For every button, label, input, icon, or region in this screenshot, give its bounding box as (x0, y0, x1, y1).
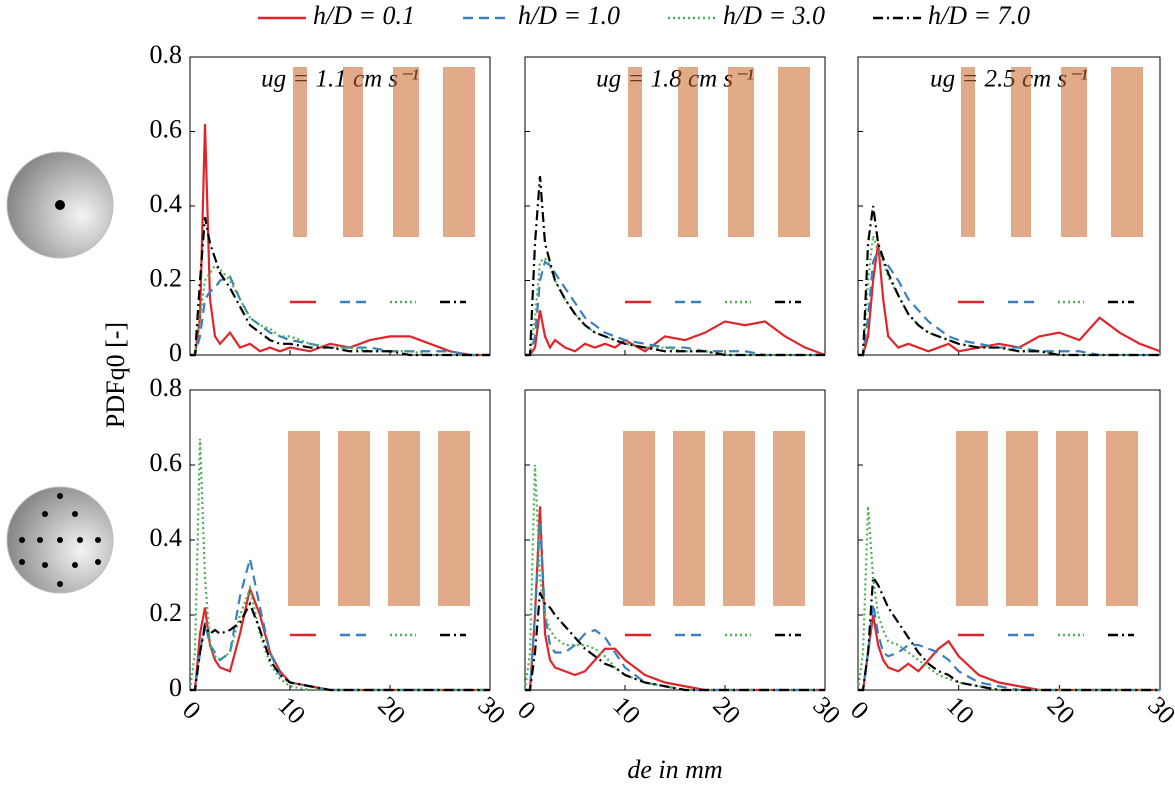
legend-label: h/D = 0.1 (313, 1, 415, 30)
inset-image (393, 67, 419, 237)
y-tick-label: 0.2 (150, 598, 183, 627)
panel-title: ug = 1.8 cm s⁻¹ (596, 66, 754, 93)
legend-label: h/D = 7.0 (928, 1, 1030, 30)
y-tick-label: 0.6 (150, 114, 183, 143)
series-line (190, 601, 490, 692)
x-tick-label: 30 (1142, 691, 1175, 730)
x-tick-label: 30 (472, 691, 511, 730)
series-line (858, 574, 1160, 692)
inset-image (723, 431, 755, 606)
series-line (188, 438, 490, 692)
inset-image (343, 67, 363, 237)
series-line (858, 235, 1160, 357)
y-tick-label: 0.4 (150, 189, 183, 218)
y-tick-label: 0 (169, 338, 182, 367)
series-line (190, 216, 490, 357)
x-tick-label: 10 (272, 691, 311, 730)
series-line (525, 592, 825, 692)
series-line (525, 176, 825, 357)
inset-image (956, 431, 988, 606)
series-line (858, 243, 1161, 357)
inset-image (1011, 67, 1031, 237)
series-line (858, 205, 1160, 357)
inset-image (1061, 67, 1087, 237)
inset-image (773, 431, 805, 606)
inset-image (288, 431, 320, 606)
inset-image (443, 67, 475, 237)
inset-image (678, 67, 698, 237)
inset-image (673, 431, 705, 606)
inset-image (338, 431, 370, 606)
series-line (858, 614, 1160, 692)
series-line (190, 124, 490, 357)
inset-image (388, 431, 420, 606)
inset-image (961, 67, 975, 237)
series-line (858, 248, 1160, 357)
y-tick-label: 0.6 (150, 448, 183, 477)
inset-image (293, 67, 307, 237)
x-tick-label: 10 (607, 691, 646, 730)
inset-image (728, 67, 754, 237)
inset-image (778, 67, 810, 237)
legend-label: h/D = 1.0 (518, 1, 620, 30)
series-line (525, 310, 826, 357)
x-tick-label: 20 (1042, 691, 1081, 730)
series-line (525, 260, 825, 357)
series-line (858, 603, 1160, 692)
inset-image (1056, 431, 1088, 606)
nozzle-single (6, 151, 114, 259)
inset-image (1106, 431, 1138, 606)
y-tick-label: 0.2 (150, 263, 183, 292)
inset-image (623, 431, 655, 606)
inset-image (628, 67, 642, 237)
y-axis-label: PDFq0 [-] (101, 322, 130, 428)
x-tick-label: 0 (512, 695, 542, 725)
inset-image (1006, 431, 1038, 606)
series-line (190, 275, 490, 357)
legend-label: h/D = 3.0 (723, 1, 825, 30)
series-line (190, 264, 490, 357)
y-tick-label: 0.8 (150, 40, 183, 69)
y-tick-label: 0 (169, 673, 182, 702)
y-tick-label: 0.8 (150, 373, 183, 402)
x-tick-label: 20 (372, 691, 411, 730)
x-tick-label: 30 (807, 691, 846, 730)
panel-title: ug = 1.1 cm s⁻¹ (261, 66, 419, 93)
nozzle-multi (6, 486, 114, 594)
inset-image (438, 431, 470, 606)
inset-image (1111, 67, 1143, 237)
x-tick-label: 10 (941, 691, 980, 730)
y-tick-label: 0.4 (150, 523, 183, 552)
x-axis-label: de in mm (627, 755, 722, 784)
x-tick-label: 0 (845, 695, 875, 725)
x-tick-label: 20 (707, 691, 746, 730)
